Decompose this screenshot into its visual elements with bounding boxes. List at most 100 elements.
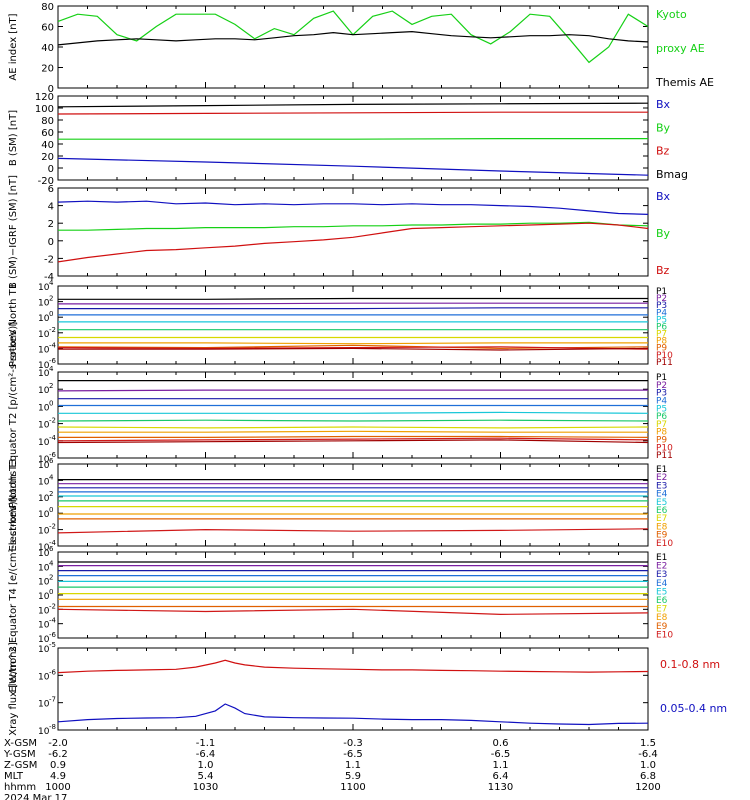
y-tick-exponent: 2 (49, 295, 53, 303)
series-p11 (58, 347, 649, 351)
axis-row-value: -6.4 (638, 749, 658, 760)
y-tick-label: 10 (38, 510, 50, 520)
legend-entry: E6 (656, 596, 668, 606)
y-tick-label: 6 (48, 184, 54, 195)
y-axis-label: Protons North T1 (8, 283, 19, 367)
series-p10 (57, 437, 649, 442)
y-tick-label: 40 (41, 140, 54, 151)
legend-entry: E4 (656, 579, 668, 589)
y-tick-exponent: -4 (49, 617, 57, 625)
y-tick-exponent: 4 (49, 365, 54, 373)
series-bx (57, 200, 649, 215)
y-axis-label: Electrons Equator T4 [e/(cm²-s-sr-keV)] (8, 497, 19, 692)
y-tick-label: 10 (38, 299, 50, 309)
series-p7 (57, 426, 649, 429)
y-tick-exponent: -2 (49, 326, 56, 334)
axis-row-label: Y-GSM (3, 749, 36, 760)
y-tick-label: 2 (48, 219, 54, 230)
y-tick-exponent: 4 (49, 279, 54, 287)
axis-row-value: 0.6 (493, 738, 509, 749)
legend-entry: E10 (656, 539, 673, 549)
legend-entry: P7 (656, 330, 667, 340)
series-p8 (58, 342, 648, 345)
y-tick-label: 0 (48, 164, 54, 175)
y-tick-label: 10 (38, 361, 50, 371)
legend-entry: By (656, 121, 671, 134)
y-tick-label: 10 (38, 283, 50, 293)
legend-entry: P3 (656, 301, 667, 311)
axis-row-value: -2.0 (48, 738, 68, 749)
y-tick-label: 10 (38, 621, 50, 631)
legend-entry: P2 (656, 381, 667, 391)
y-tick-exponent: 2 (49, 574, 53, 582)
series-p10 (57, 346, 649, 350)
y-tick-label: 10 (38, 330, 50, 340)
axis-row-value: 6.4 (493, 771, 509, 782)
legend-entry: P4 (656, 396, 667, 406)
y-tick-exponent: -6 (49, 357, 57, 365)
legend-entry: Bx (656, 98, 671, 111)
axis-row-value: 1000 (45, 782, 70, 793)
y-tick-exponent: -2 (49, 602, 56, 610)
y-tick-label: -4 (44, 272, 54, 283)
axis-row-value: -0.3 (343, 738, 363, 749)
y-axis-label: Xray flux [W/m^2] (8, 642, 19, 736)
y-axis-label: Protons Equator T2 [p/(cm²-s-sr-keV)] (8, 322, 19, 509)
legend-entry: Bx (656, 190, 671, 203)
y-tick-label: 10 (38, 345, 50, 355)
panel-frame (57, 95, 649, 181)
y-tick-exponent: 4 (49, 473, 54, 481)
legend-entry: P4 (656, 308, 667, 318)
legend-entry: P9 (656, 344, 667, 354)
legend-entry: P1 (656, 373, 667, 383)
y-tick-exponent: -5 (49, 641, 56, 649)
y-tick-exponent: -6 (49, 668, 57, 676)
axis-row-value: 0.9 (50, 760, 66, 771)
y-tick-label: 10 (38, 455, 50, 465)
legend-entry: P8 (656, 428, 667, 438)
series-p6 (57, 419, 649, 422)
y-tick-label: 10 (38, 438, 50, 448)
axis-row-value: 1200 (635, 782, 660, 793)
series-e10 (57, 528, 649, 534)
series-p2 (58, 302, 648, 305)
legend-entry: P8 (656, 337, 667, 347)
legend-entry: P10 (656, 443, 673, 453)
legend-entry: E1 (656, 465, 667, 475)
y-tick-label: 4 (48, 202, 54, 213)
legend-entry: E5 (656, 498, 667, 508)
y-tick-exponent: 2 (49, 382, 53, 390)
y-tick-exponent: 6 (49, 457, 54, 465)
legend-entry: P3 (656, 389, 667, 399)
legend-entry: P5 (656, 404, 667, 414)
y-tick-label: 10 (38, 635, 50, 645)
y-tick-label: 10 (38, 527, 50, 537)
y-tick-label: 20 (41, 64, 54, 75)
series-bz (57, 111, 648, 115)
axis-row-label: Z-GSM (4, 760, 37, 771)
panel-frame (57, 5, 649, 89)
legend-entry: E5 (656, 587, 667, 597)
legend-entry: Themis AE (655, 76, 714, 89)
legend-entry: Bz (656, 264, 670, 277)
series-bx (57, 157, 649, 176)
y-tick-exponent: -4 (49, 341, 57, 349)
series-0-05-0-4-nm (57, 703, 649, 726)
legend-entry: P11 (656, 358, 673, 368)
y-tick-exponent: 0 (49, 399, 53, 407)
series-by (58, 221, 649, 231)
y-tick-label: 10 (38, 672, 50, 682)
y-tick-label: 60 (41, 128, 54, 139)
panel-frame (57, 371, 649, 459)
y-tick-label: 10 (38, 549, 50, 559)
legend-entry: E7 (656, 514, 667, 524)
date-label: 2024 Mar 17 (4, 793, 67, 800)
y-tick-label: 10 (38, 314, 50, 324)
y-tick-label: 10 (38, 578, 50, 588)
axis-row-value: -6.5 (491, 749, 511, 760)
axis-row-label: X-GSM (4, 738, 37, 749)
